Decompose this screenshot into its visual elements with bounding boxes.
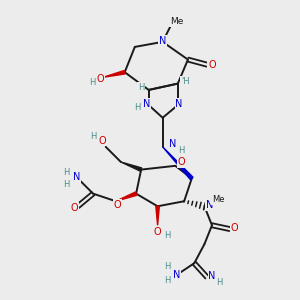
Text: N: N: [169, 139, 176, 149]
Text: O: O: [97, 74, 104, 83]
Text: N: N: [159, 36, 166, 46]
Text: O: O: [98, 136, 106, 146]
Text: O: O: [70, 202, 78, 212]
Text: H: H: [164, 262, 171, 272]
Text: H: H: [164, 276, 171, 285]
Text: N: N: [206, 200, 213, 210]
Text: N: N: [73, 172, 80, 182]
Polygon shape: [116, 192, 137, 201]
Text: N: N: [208, 271, 216, 281]
Text: H: H: [90, 132, 96, 141]
Text: H: H: [88, 78, 95, 87]
Text: H: H: [178, 146, 185, 155]
Text: O: O: [113, 200, 121, 210]
Text: Me: Me: [170, 17, 183, 26]
Polygon shape: [103, 70, 125, 77]
Text: H: H: [63, 168, 70, 177]
Text: H: H: [63, 180, 70, 189]
Text: O: O: [154, 226, 161, 237]
Text: N: N: [142, 99, 150, 109]
Text: O: O: [178, 157, 185, 167]
Polygon shape: [121, 162, 142, 171]
Text: H: H: [134, 103, 140, 112]
Text: 'H: 'H: [181, 76, 190, 85]
Text: O: O: [208, 60, 216, 70]
Polygon shape: [163, 147, 193, 180]
Polygon shape: [156, 206, 159, 225]
Text: Me: Me: [212, 196, 224, 205]
Text: H: H: [216, 278, 223, 287]
Text: O: O: [231, 223, 238, 233]
Text: N: N: [173, 270, 180, 280]
Text: N: N: [176, 99, 183, 109]
Text: H: H: [164, 231, 171, 240]
Text: H: H: [138, 83, 144, 92]
